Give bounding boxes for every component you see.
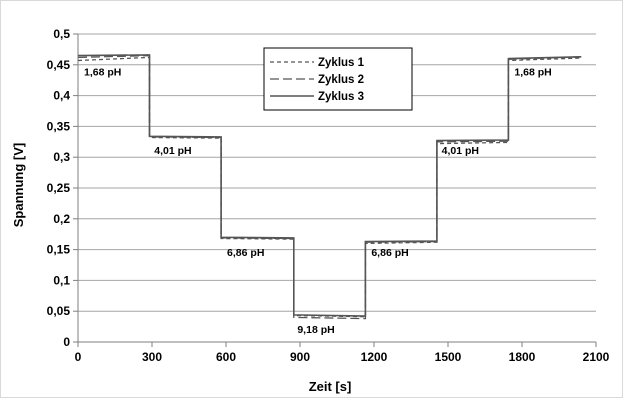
y-tick-label: 0,3 — [53, 150, 70, 164]
ph-annotation: 6,86 pH — [227, 247, 264, 259]
ph-annotation: 1,68 pH — [84, 66, 121, 78]
ph-annotation: 4,01 pH — [154, 145, 191, 157]
x-axis-title: Zeit [s] — [309, 379, 352, 394]
y-tick-label: 0,35 — [47, 119, 71, 133]
x-tick-label: 600 — [216, 350, 236, 364]
y-tick-label: 0 — [63, 335, 70, 349]
ph-annotation: 4,01 pH — [442, 145, 479, 157]
y-tick-label: 0,05 — [47, 304, 71, 318]
series-line-3 — [77, 54, 582, 317]
ph-annotation: 6,86 pH — [371, 247, 408, 259]
axes — [73, 33, 597, 347]
y-tick-label: 0,4 — [53, 89, 70, 103]
x-tick-label: 1500 — [435, 350, 462, 364]
y-tick-label: 0,15 — [47, 243, 71, 257]
ph-annotation: 9,18 pH — [297, 324, 334, 336]
annotations: 1,68 pH 4,01 pH 6,86 pH 9,18 pH 6,86 pH 4,01 … — [84, 66, 552, 335]
x-tick-label: 0 — [75, 350, 82, 364]
legend-label: Zyklus 3 — [318, 91, 364, 103]
legend-label: Zyklus 2 — [318, 74, 364, 86]
x-tick-label: 1800 — [509, 350, 536, 364]
series-lines — [77, 54, 582, 320]
x-tick-label: 1200 — [361, 350, 388, 364]
x-tick-label: 300 — [142, 350, 162, 364]
y-tick-label: 0,2 — [53, 212, 70, 226]
x-tick-label: 2100 — [583, 350, 610, 364]
y-axis-title: Spannung [V] — [11, 143, 26, 228]
x-tick-label: 900 — [290, 350, 310, 364]
y-tick-label: 0,5 — [53, 27, 70, 41]
ph-annotation: 1,68 pH — [514, 66, 551, 78]
y-tick-label: 0,45 — [47, 58, 71, 72]
legend: Zyklus 1 Zyklus 2 Zyklus 3 — [263, 47, 413, 111]
tick-labels: 0 0,05 0,1 0,15 0,2 0,25 0,3 0,35 0,4 0,45 0,5 0 300… — [47, 27, 610, 364]
y-tick-label: 0,25 — [47, 181, 71, 195]
y-tick-label: 0,1 — [53, 273, 70, 287]
legend-label: Zyklus 1 — [318, 57, 365, 69]
